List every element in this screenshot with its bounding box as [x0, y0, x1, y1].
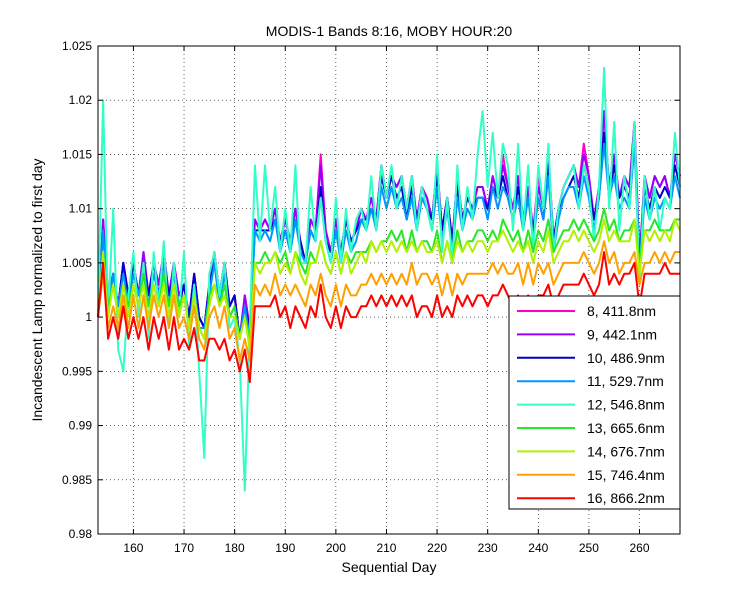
- x-tick-label: 220: [427, 541, 447, 555]
- series-lines: [97, 66, 681, 492]
- legend-box: [508, 295, 681, 510]
- axes-box: [97, 45, 681, 535]
- y-tick-label: 0.98: [69, 527, 93, 541]
- y-tick-label: 1: [85, 310, 92, 324]
- series-line-7: [97, 218, 681, 351]
- legend: 8, 411.8nm 9, 442.1nm 10, 486.9nm 11, 529.7…: [508, 295, 681, 510]
- x-tick-label: 210: [376, 541, 396, 555]
- legend-label: 8, 411.8nm: [587, 303, 656, 319]
- chart-title: MODIS-1 Bands 8:16, MOBY HOUR:20: [266, 23, 513, 39]
- y-tick-label: 1.005: [62, 256, 92, 270]
- series-line-9: [97, 251, 680, 384]
- legend-label: 9, 442.1nm: [587, 326, 657, 342]
- x-axis-label: Sequential Day: [342, 559, 437, 575]
- x-tick-label: 170: [174, 541, 194, 555]
- x-tick-label: 250: [579, 541, 599, 555]
- legend-label: 16, 866.2nm: [587, 490, 665, 506]
- y-tick-label: 0.99: [69, 419, 93, 433]
- legend-label: 11, 529.7nm: [587, 373, 664, 389]
- y-tick-label: 1.01: [69, 202, 93, 216]
- y-tick-label: 1.015: [62, 147, 92, 161]
- x-tick-label: 160: [123, 541, 143, 555]
- x-tick-label: 230: [478, 541, 498, 555]
- y-tick-label: 1.025: [62, 39, 92, 53]
- legend-label: 15, 746.4nm: [587, 467, 665, 483]
- y-tick-label: 0.985: [62, 473, 92, 487]
- series-line-8: [97, 240, 680, 362]
- y-axis-label: Incandescent Lamp normalized to first da…: [29, 158, 45, 421]
- x-tick-label: 200: [326, 541, 346, 555]
- x-tick-label: 260: [629, 541, 649, 555]
- legend-label: 10, 486.9nm: [587, 350, 665, 366]
- x-tick-label: 180: [225, 541, 245, 555]
- y-tick-label: 0.995: [62, 364, 92, 378]
- x-tick-label: 240: [528, 541, 548, 555]
- legend-label: 14, 676.7nm: [587, 443, 665, 459]
- y-tick-label: 1.02: [69, 93, 93, 107]
- legend-label: 13, 665.6nm: [587, 420, 665, 436]
- legend-label: 12, 546.8nm: [587, 397, 665, 413]
- axis-ticks: 160 170 180 190 200 210 220 230 240 250 260 0.98 0.9…: [62, 39, 680, 555]
- x-tick-label: 190: [275, 541, 295, 555]
